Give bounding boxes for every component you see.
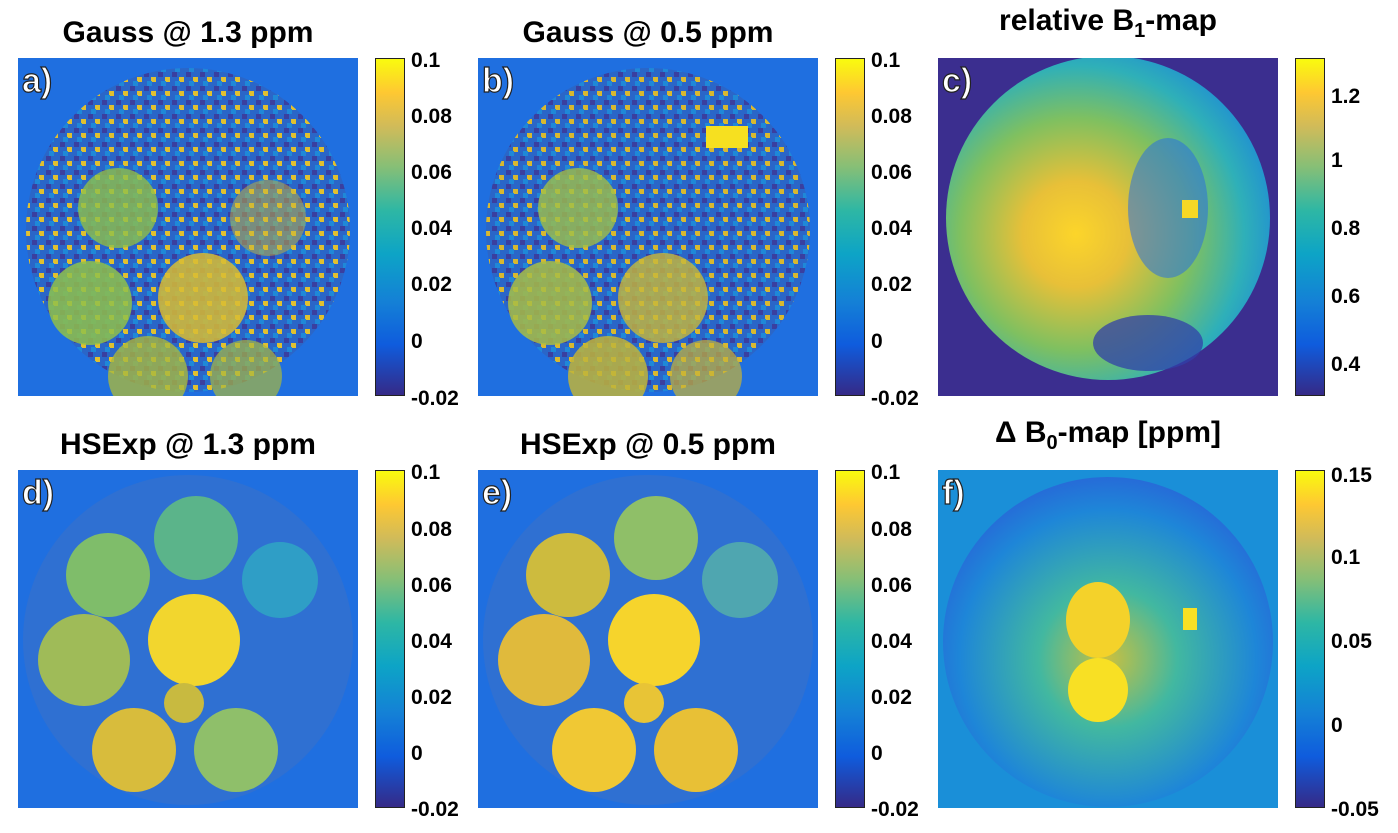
colorbar-b-tick: 0.04 [871,217,912,240]
colorbar-e-tick: -0.02 [871,798,919,821]
image-panel-b: b) [478,58,818,396]
colorbar-b-tick: 0.1 [871,49,901,72]
colorbar-a-tick: 0 [411,330,423,353]
colorbar-c-tick: 0.6 [1331,285,1361,308]
colorbar-e-tick: 0 [871,742,883,765]
title-c-sub: 1 [1134,20,1146,42]
colorbar-a-tick: 0.1 [411,49,441,72]
colorbar-c-tick: 1.2 [1331,85,1361,108]
colorbar-b-tick: 0 [871,330,883,353]
colorbar-d-tick: 0.1 [411,461,441,484]
colorbar-f-tick: 0.1 [1331,546,1361,569]
title-e: HSExp @ 0.5 ppm [520,428,776,461]
colorbar-e-tick: 0.04 [871,630,912,653]
image-panel-f: f) [938,470,1278,808]
colorbar-e-tick: 0.06 [871,574,912,597]
colorbar-f-tick: -0.05 [1331,798,1379,821]
phantom-image-b [486,68,810,396]
title-c: relative B1-map [938,4,1278,48]
colorbar-f [1295,470,1325,808]
title-f-main: Δ B [994,416,1047,449]
colorbar-d-tick: 0.08 [411,518,452,541]
title-b: Gauss @ 0.5 ppm [522,16,774,49]
panel-label-d: d) [21,474,55,512]
colorbar-c [1295,58,1325,396]
colorbar-c-tick: 0.8 [1331,217,1361,240]
colorbar-a-tick: 0.08 [411,105,452,128]
b1-map-image [946,58,1270,380]
colorbar-d-tick: 0 [411,742,423,765]
colorbar-a-tick: 0.02 [411,273,452,296]
phantom-image-e [483,475,813,805]
image-panel-a: a) [18,58,358,396]
panel-label-c: c) [941,62,973,100]
title-d: HSExp @ 1.3 ppm [60,428,316,461]
title-a: Gauss @ 1.3 ppm [62,16,314,49]
title-f-tail: -map [ppm] [1057,416,1221,449]
colorbar-f-tick: 0.15 [1331,464,1372,487]
colorbar-b [835,58,865,396]
colorbar-c-tick: 1 [1331,149,1343,172]
colorbar-b-tick: 0.08 [871,105,912,128]
colorbar-e-tick: 0.02 [871,686,912,709]
panel-label-b: b) [481,62,515,100]
title-c-main: relative B [999,4,1135,37]
colorbar-a-tick: 0.06 [411,161,452,184]
colorbar-b-tick: 0.02 [871,273,912,296]
colorbar-d-tick: 0.02 [411,686,452,709]
colorbar-d-tick: 0.04 [411,630,452,653]
colorbar-f-tick: 0 [1331,714,1343,737]
title-f: Δ B0-map [ppm] [938,416,1278,460]
image-panel-c: c) [938,58,1278,396]
title-f-sub: 0 [1046,432,1058,454]
colorbar-a-tick: -0.02 [411,387,459,410]
colorbar-c-tick: 0.4 [1331,353,1361,376]
colorbar-d-tick: 0.06 [411,574,452,597]
colorbar-b-tick: 0.06 [871,161,912,184]
colorbar-a [375,58,405,396]
colorbar-f-tick: 0.05 [1331,630,1372,653]
phantom-image-a [26,68,350,396]
b0-map-image [943,477,1273,807]
panel-label-e: e) [481,474,513,512]
colorbar-a-tick: 0.04 [411,217,452,240]
panel-label-f: f) [941,474,965,512]
colorbar-b-tick: -0.02 [871,387,919,410]
colorbar-e-tick: 0.1 [871,461,901,484]
image-panel-d: d) [18,470,358,808]
colorbar-e-tick: 0.08 [871,518,912,541]
colorbar-e [835,470,865,808]
panel-label-a: a) [21,62,53,100]
colorbar-d-tick: -0.02 [411,798,459,821]
phantom-image-d [23,475,353,805]
title-c-tail: -map [1145,4,1217,37]
image-panel-e: e) [478,470,818,808]
colorbar-d [375,470,405,808]
